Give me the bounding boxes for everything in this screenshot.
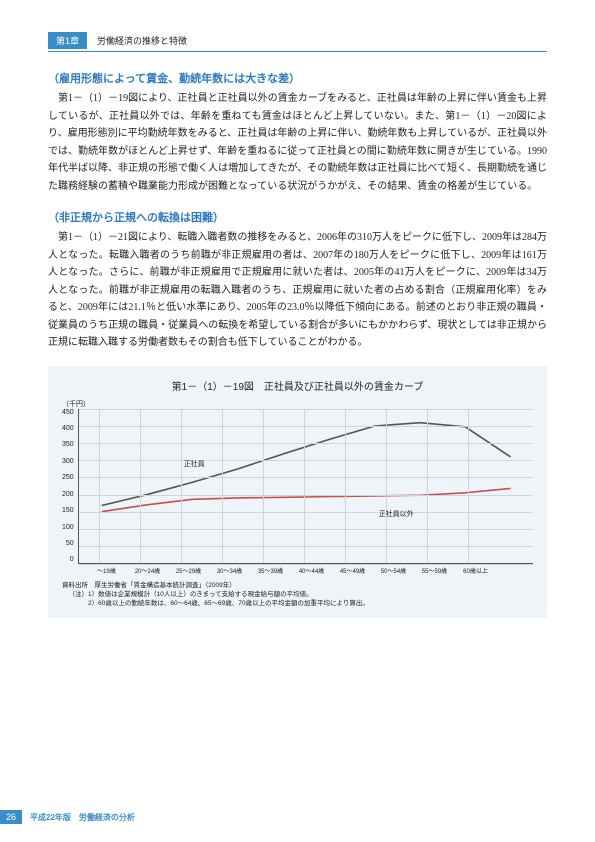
gridline-v [304,409,305,563]
gridline-v [181,409,182,563]
y-tick: 400 [62,425,74,432]
x-tick: 〜19歳 [86,566,127,575]
y-tick: 350 [62,441,74,448]
y-tick: 100 [62,524,74,531]
gridline [79,460,533,461]
x-tick: 50〜54歳 [373,566,414,575]
chart-source-label: 資料出所 [62,582,88,589]
footer-label: 平成22年版 労働経済の分析 [30,812,135,823]
gridline-v [427,409,428,563]
gridline [79,426,533,427]
gridline [79,564,533,565]
chapter-header: 第1章 労働経済の推移と特徴 [48,32,547,52]
y-tick: 150 [62,507,74,514]
section2-body: 第1－（1）－21図により、転職入職者数の推移をみると、2006年の310万人を… [48,229,547,352]
series-line [101,488,510,511]
y-tick: 0 [70,556,74,563]
gridline-v [345,409,346,563]
section2-heading: （非正規から正規への転換は困難） [48,209,547,225]
page-footer: 26 平成22年版 労働経済の分析 [0,810,135,824]
x-tick: 55〜59歳 [414,566,455,575]
gridline [79,546,533,547]
x-tick: 25〜29歳 [168,566,209,575]
gridline [79,512,533,513]
chart-plot-area: 正社員正社員以外 [78,409,533,564]
section1-body: 第1－（1）－19図により、正社員と正社員以外の賃金カーブをみると、正社員は年齢… [48,90,547,195]
y-tick: 250 [62,474,74,481]
x-tick: 35〜39歳 [250,566,291,575]
x-tick: 45〜49歳 [332,566,373,575]
chart-note-2: 2）60歳以上の勤続年数は、60〜64歳、65〜69歳、70歳以上の平均金額の加… [88,600,369,607]
page-number: 26 [0,810,22,824]
y-tick: 50 [66,540,74,547]
gridline [79,477,533,478]
gridline-v [222,409,223,563]
section1-heading: （雇用形態によって賃金、勤続年数には大きな差） [48,70,547,86]
chart-y-unit: （千円） [62,399,533,409]
x-tick: 60歳以上 [455,566,496,575]
x-tick: 20〜24歳 [127,566,168,575]
x-tick: 40〜44歳 [291,566,332,575]
chart-source-body: 厚生労働省「賃金構造基本統計調査」（2009年） [95,582,236,589]
chart-svg [79,409,533,563]
chart-source: 資料出所 厚生労働省「賃金構造基本統計調査」（2009年） 資（注）1）数値は企… [62,581,533,608]
chart-title: 第1－（1）－19図 正社員及び正社員以外の賃金カーブ [62,378,533,393]
chart-x-axis: 〜19歳20〜24歳25〜29歳30〜34歳35〜39歳40〜44歳45〜49歳… [86,566,496,575]
chart-y-axis: 450 400 350 300 250 200 150 100 50 0 [62,409,78,564]
x-tick: 30〜34歳 [209,566,250,575]
gridline-v [386,409,387,563]
series-label: 正社員 [184,459,205,469]
y-tick: 200 [62,491,74,498]
chart-note-label: （注） [69,591,89,598]
chapter-box: 第1章 [48,32,87,49]
gridline [79,529,533,530]
y-tick: 450 [62,409,74,416]
gridline-v [468,409,469,563]
chart-container: 第1－（1）－19図 正社員及び正社員以外の賃金カーブ （千円） 450 400 3… [48,366,547,618]
gridline-v [263,409,264,563]
gridline [79,443,533,444]
gridline [79,495,533,496]
gridline-v [99,409,100,563]
y-tick: 300 [62,458,74,465]
series-label: 正社員以外 [379,509,414,519]
gridline-v [140,409,141,563]
chapter-label: 労働経済の推移と特徴 [97,34,187,47]
gridline [79,409,533,410]
chart-note-1: 1）数値は企業規模計（10人以上）のきまって支給する現金給与額の平均値。 [88,591,313,598]
